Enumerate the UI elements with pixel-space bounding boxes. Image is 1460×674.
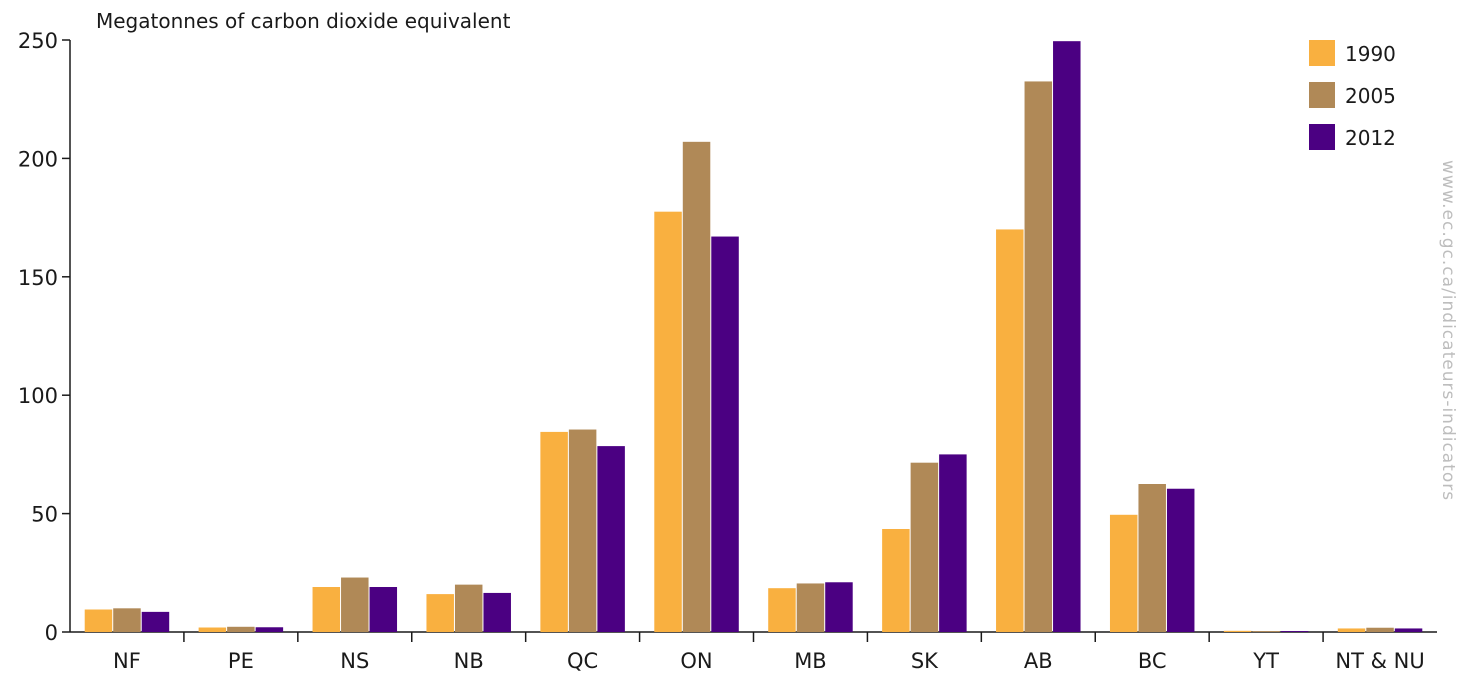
bar-2005-nb	[454, 584, 483, 632]
bar-2005-on	[682, 141, 711, 632]
bar-1990-bc	[1109, 514, 1138, 632]
bar-2005-qc	[568, 429, 597, 632]
bar-2012-on	[711, 236, 739, 632]
bar-2005-pe	[227, 626, 255, 632]
bar-2005-bc	[1138, 484, 1166, 632]
bar-1990-qc	[540, 431, 568, 632]
bar-1990-mb	[768, 588, 796, 632]
x-tick-label: NT & NU	[1335, 649, 1424, 673]
x-tick-label: PE	[228, 649, 254, 673]
bar-1990-yt	[1223, 630, 1252, 632]
watermark-text: www.ec.gc.ca/indicateurs-indicators	[1438, 160, 1458, 501]
legend-swatch-1990	[1309, 40, 1335, 66]
legend-swatch-2012	[1309, 124, 1335, 150]
bar-2012-nt-nu	[1394, 628, 1423, 632]
y-tick-label: 200	[18, 147, 58, 171]
bar-2012-nf	[141, 611, 170, 632]
x-tick-label: BC	[1138, 649, 1167, 673]
y-tick-label: 50	[31, 503, 58, 527]
bar-2012-ab	[1053, 41, 1081, 632]
x-tick-label: NB	[454, 649, 484, 673]
bar-2012-bc	[1166, 488, 1195, 632]
legend-label-2005: 2005	[1345, 84, 1396, 108]
y-tick-label: 150	[18, 266, 58, 290]
bar-2012-pe	[255, 627, 284, 632]
y-tick-label: 100	[18, 384, 58, 408]
bar-1990-nf	[84, 609, 113, 632]
legend-label-2012: 2012	[1345, 126, 1396, 150]
bar-1990-ns	[312, 587, 341, 632]
bar-2005-nt-nu	[1366, 627, 1394, 632]
x-tick-label: NS	[340, 649, 369, 673]
bar-2012-nb	[483, 592, 511, 632]
legend: 1990 2005 2012	[1309, 40, 1396, 150]
bar-2012-mb	[825, 582, 853, 632]
bar-1990-sk	[882, 528, 910, 632]
bar-1990-ab	[996, 229, 1024, 632]
bar-1990-pe	[198, 627, 227, 632]
x-tick-label: ON	[680, 649, 712, 673]
bar-2005-mb	[796, 583, 825, 632]
x-tick-label: AB	[1024, 649, 1053, 673]
bar-2005-yt	[1252, 631, 1280, 632]
y-tick-label: 250	[18, 29, 58, 53]
legend-swatch-2005	[1309, 82, 1335, 108]
bar-1990-nb	[426, 594, 454, 632]
bar-2012-ns	[369, 587, 398, 632]
x-tick-label: MB	[794, 649, 827, 673]
x-axis-ticks: NF PE NS NB QC ON MB SK AB BC YT NT & NU	[113, 632, 1425, 673]
bar-2012-sk	[939, 454, 967, 632]
bar-2012-yt	[1280, 631, 1309, 632]
bar-2005-nf	[113, 608, 141, 632]
y-axis-ticks: 0 50 100 150 200 250	[18, 29, 70, 645]
bar-1990-on	[654, 211, 682, 632]
x-tick-label: QC	[567, 649, 598, 673]
x-tick-label: YT	[1252, 649, 1279, 673]
bar-2005-ns	[341, 577, 369, 632]
x-tick-label: NF	[113, 649, 141, 673]
bar-2012-qc	[597, 446, 625, 632]
bar-1990-nt-nu	[1337, 628, 1366, 632]
y-axis-unit-label: Megatonnes of carbon dioxide equivalent	[96, 9, 511, 33]
y-tick-label: 0	[45, 621, 58, 645]
bar-2005-ab	[1024, 81, 1053, 632]
x-tick-label: SK	[911, 649, 939, 673]
bar-2005-sk	[910, 462, 939, 632]
legend-label-1990: 1990	[1345, 42, 1396, 66]
bars-group	[84, 41, 1423, 632]
